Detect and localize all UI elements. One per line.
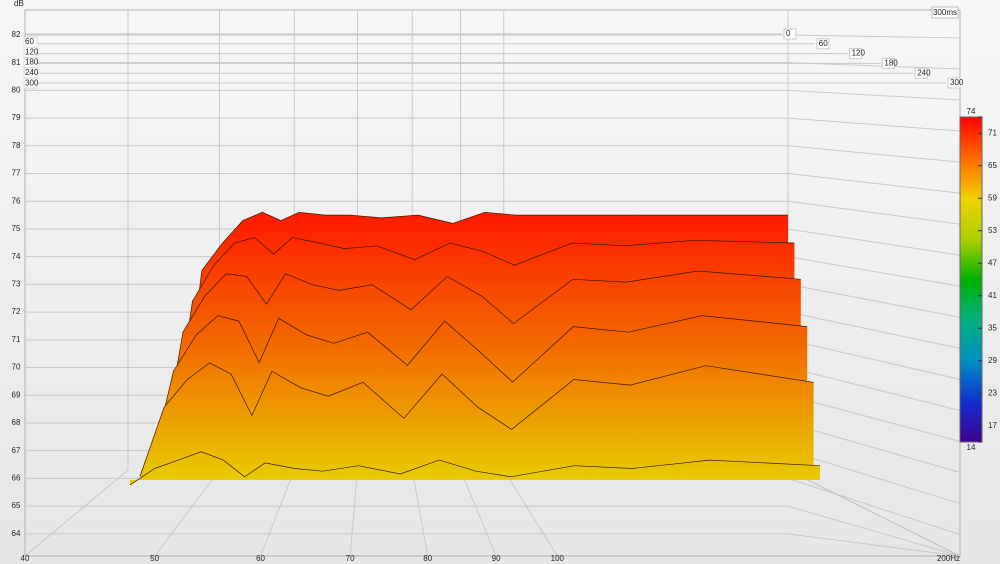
y-tick-label: 82 [12, 30, 21, 39]
y-tick-label: 72 [12, 307, 21, 316]
color-tick-label: 41 [988, 291, 997, 300]
depth-label: 60 [25, 37, 34, 46]
depth-label-box [23, 77, 38, 89]
side-grid-line [787, 173, 961, 194]
time-unit-label: 300ms [933, 8, 957, 17]
floor-grid-line [787, 469, 961, 557]
side-grid-line [787, 145, 961, 163]
color-tick-label: 23 [988, 388, 997, 397]
slice-line [159, 270, 801, 466]
time-tick-box [947, 77, 961, 89]
x-tick-label: 40 [21, 554, 30, 563]
depth-label: 180 [25, 58, 39, 67]
time-unit-box [931, 6, 959, 19]
color-tick-label: 17 [988, 421, 997, 430]
side-grid-line [787, 117, 961, 132]
color-tick-label: 29 [988, 356, 997, 365]
floor-grid-line [260, 469, 295, 557]
time-tick-label: 120 [852, 49, 866, 58]
side-grid-line [787, 422, 961, 474]
time-tick-box [914, 67, 928, 79]
time-tick-label: 0 [786, 29, 791, 38]
time-tick-label: 240 [917, 68, 931, 77]
x-tick-label: 60 [256, 554, 265, 563]
side-grid-line [787, 533, 961, 557]
y-tick-label: 78 [12, 141, 21, 150]
y-tick-label: 81 [12, 58, 21, 67]
y-tick-label: 69 [12, 390, 21, 399]
side-grid-line [787, 228, 961, 256]
labels: 64 65 66 67 68 69 70 71 72 73 74 75 76 77 78 79 80 81 82 40… [12, 28, 997, 563]
slice-line [139, 362, 814, 477]
floor-grid-line [154, 469, 220, 557]
color-tick-label: 35 [988, 323, 997, 332]
color-bar [959, 116, 983, 443]
floor-grid-line [503, 469, 558, 557]
color-tick-label: 59 [988, 193, 997, 202]
slice-line [179, 211, 788, 451]
y-tick-label: 75 [12, 224, 21, 233]
color-tick-label: 74 [967, 107, 976, 116]
side-grid-line [787, 256, 961, 287]
slice-fill [130, 451, 820, 486]
y-tick-label: 71 [12, 335, 21, 344]
side-grid-line [787, 283, 961, 318]
side-grid-line [787, 394, 961, 442]
slice-line [129, 451, 821, 486]
side-grid-line [787, 311, 961, 349]
color-tick-label: 53 [988, 226, 997, 235]
y-tick-label: 67 [12, 446, 21, 455]
depth-label: 240 [25, 68, 39, 77]
color-tick-label: 47 [988, 258, 997, 267]
side-grid-line [787, 34, 961, 39]
slice-line [149, 315, 808, 471]
y-tick-label: 76 [12, 196, 21, 205]
floor-grid-line [411, 469, 429, 557]
x-tick-label: 100 [551, 554, 565, 563]
x-tick-label: 80 [423, 554, 432, 563]
y-tick-label: 80 [12, 85, 21, 94]
floor-grid-line [24, 469, 129, 557]
y-tick-label: 68 [12, 418, 21, 427]
time-tick-label: 300 [950, 78, 964, 87]
y-tick-label: 73 [12, 279, 21, 288]
time-tick-label: 180 [884, 59, 898, 68]
depth-label: 120 [25, 47, 39, 56]
side-grid-line [787, 367, 961, 411]
time-tick-box [783, 28, 797, 40]
side-grid-line [787, 89, 961, 101]
slice-fill [140, 362, 814, 477]
y-tick-label: 64 [12, 529, 21, 538]
time-tick-box [816, 38, 830, 50]
surface [129, 211, 821, 486]
side-grid-line [787, 505, 961, 557]
color-tick-label: 14 [967, 443, 976, 452]
side-grid-line [787, 339, 961, 380]
x-tick-label: 90 [492, 554, 501, 563]
floor-grid-line [349, 469, 358, 557]
side-grid-line [787, 450, 961, 505]
y-tick-label: 70 [12, 363, 21, 372]
time-tick-label: 60 [819, 39, 828, 48]
color-tick-label: 71 [988, 128, 997, 137]
color-tick-label: 65 [988, 161, 997, 170]
y-axis-label: dB [14, 0, 24, 8]
y-tick-label: 77 [12, 169, 21, 178]
time-tick-box [849, 48, 863, 60]
side-grid-line [787, 477, 961, 536]
y-tick-label: 74 [12, 252, 21, 261]
x-tick-label: 50 [150, 554, 159, 563]
depth-label: 300 [25, 78, 39, 87]
y-tick-label: 79 [12, 113, 21, 122]
y-tick-label: 65 [12, 501, 21, 510]
time-tick-box [881, 57, 895, 69]
slice-line [169, 237, 795, 460]
floor-grid-line [460, 469, 497, 557]
x-tick-label: 70 [346, 554, 355, 563]
y-tick-label: 66 [12, 474, 21, 483]
side-grid-line [787, 200, 961, 225]
x-tick-label: 200Hz [937, 554, 960, 563]
